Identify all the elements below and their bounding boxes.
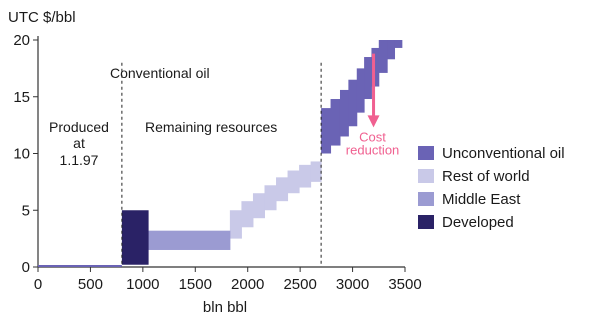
y-tick-label: 10	[13, 146, 30, 163]
x-tick-label: 1000	[126, 276, 159, 293]
chart-marks: 0 5 10 15 20 0 500 1000 1500 2000 2500 3000 3500 Cost…	[13, 32, 421, 293]
block-unconventional-oil	[356, 68, 365, 113]
y-tick-label: 0	[22, 259, 30, 276]
y-tick-label: 5	[22, 202, 30, 219]
block-unconventional-oil	[330, 99, 341, 146]
cost-label-line2: reduction	[346, 142, 399, 157]
legend-swatch-unconventional-oil	[418, 146, 434, 160]
x-tick-label: 0	[34, 276, 42, 293]
x-tick-label: 2500	[283, 276, 316, 293]
cost-arrow-head	[367, 115, 380, 128]
legend-swatch-middle-east	[418, 192, 434, 206]
block-rest-of-world	[264, 185, 277, 211]
block-rest-of-world	[287, 170, 300, 194]
y-tick-label: 20	[13, 32, 30, 49]
annotation-produced-line2: at	[73, 135, 85, 151]
annotation-produced-line1: Produced	[49, 119, 109, 135]
legend-swatch-developed	[418, 215, 434, 229]
annotation-remaining-resources: Remaining resources	[145, 119, 277, 135]
x-tick-label: 1500	[179, 276, 212, 293]
block-unconventional-oil	[364, 57, 372, 100]
block-rest-of-world	[299, 164, 312, 188]
block-unconventional-oil	[378, 40, 388, 73]
block-developed	[121, 210, 149, 265]
legend-label-developed: Developed	[442, 214, 514, 231]
annotation-produced-line3: 1.1.97	[60, 152, 99, 168]
x-tick-label: 3000	[336, 276, 369, 293]
block-unconventional-oil	[339, 89, 349, 137]
block-unconventional-oil	[371, 47, 380, 87]
block-rest-of-world	[252, 193, 265, 219]
block-rest-of-world	[276, 177, 289, 202]
legend-label-unconventional-oil: Unconventional oil	[442, 145, 565, 162]
block-rest-of-world	[241, 201, 254, 228]
block-rest-of-world	[310, 161, 322, 182]
x-axis-label: bln bbl	[203, 299, 247, 316]
legend-label-middle-east: Middle East	[442, 191, 521, 208]
legend-swatch-rest-of-world	[418, 169, 434, 183]
block-middle-east	[148, 230, 231, 250]
block-unconventional-oil	[321, 108, 332, 154]
legend: Unconventional oil Rest of world Middle Ea…	[418, 145, 565, 231]
annotation-conventional-oil: Conventional oil	[110, 65, 210, 81]
block-unconventional-oil	[348, 79, 358, 127]
block-unconventional-oil	[387, 40, 396, 60]
y-axis-label: UTC $/bbl	[8, 9, 76, 26]
x-tick-label: 2000	[231, 276, 264, 293]
y-tick-label: 15	[13, 89, 30, 106]
x-tick-label: 3500	[388, 276, 421, 293]
x-tick-label: 500	[78, 276, 103, 293]
block-unconventional-oil	[394, 40, 403, 48]
cost-label-line1: Cost	[359, 129, 386, 144]
legend-label-rest-of-world: Rest of world	[442, 168, 530, 185]
block-rest-of-world	[229, 210, 242, 239]
